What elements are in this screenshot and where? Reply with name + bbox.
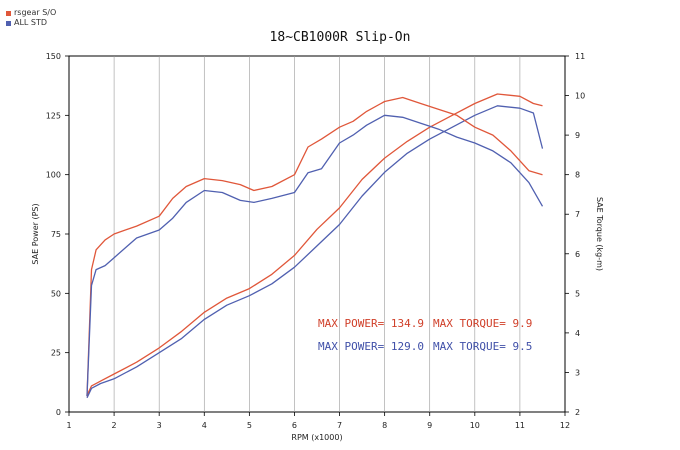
series-lines	[86, 93, 544, 399]
y-tick-label: 125	[46, 111, 61, 120]
legend-swatch-rsgear	[6, 10, 11, 16]
annotation-rsgear-power: MAX POWER= 134.9	[318, 317, 424, 330]
y2-tick-label: 11	[575, 52, 585, 61]
y-tick-label: 0	[56, 408, 61, 417]
series-line-std-torque	[86, 114, 544, 397]
y2-tick-label: 4	[575, 329, 580, 338]
chart-title: 18~CB1000R Slip-On	[269, 30, 411, 45]
x-tick-label: 10	[470, 421, 480, 430]
legend-label-std: ALL STD	[14, 18, 48, 27]
series-line-rsgear-power	[86, 93, 543, 396]
legend-label-rsgear: rsgear S/O	[14, 8, 57, 17]
y-tick-label: 150	[46, 52, 61, 61]
y-tick-label: 100	[46, 171, 61, 180]
x-tick-label: 7	[337, 421, 342, 430]
y-axis-label: SAE Power (PS)	[31, 203, 40, 264]
y2-axis-label: SAE Torque (kg-m)	[595, 197, 604, 271]
x-tick-label: 11	[515, 421, 525, 430]
y2-tick-label: 6	[575, 250, 580, 259]
y-tick-label: 25	[51, 349, 61, 358]
y2-tick-label: 7	[575, 210, 580, 219]
x-tick-label: 3	[157, 421, 162, 430]
annotation-std-power: MAX POWER= 129.0	[318, 340, 424, 353]
legend: rsgear S/O ALL STD	[6, 8, 56, 28]
x-tick-label: 8	[382, 421, 387, 430]
legend-swatch-std	[6, 20, 11, 26]
x-axis-label: RPM (x1000)	[291, 433, 342, 442]
y2-tick-label: 3	[575, 368, 580, 377]
tick-labels: 1 2 3 4 5 6 7 8 9 10 11 120255075100125150234567891…	[46, 52, 585, 430]
y2-tick-label: 2	[575, 408, 580, 417]
y2-tick-label: 9	[575, 131, 580, 140]
x-tick-label: 6	[292, 421, 297, 430]
y2-tick-label: 10	[575, 92, 585, 101]
y2-tick-label: 5	[575, 289, 580, 298]
legend-item-std: ALL STD	[6, 18, 56, 28]
annotation-std-torque: MAX TORQUE= 9.5	[433, 340, 533, 353]
annotation-rsgear-torque: MAX TORQUE= 9.9	[433, 317, 533, 330]
legend-item-rsgear: rsgear S/O	[6, 8, 56, 18]
y-tick-label: 75	[51, 230, 61, 239]
y2-tick-label: 8	[575, 171, 580, 180]
x-tick-label: 12	[560, 421, 570, 430]
x-tick-label: 9	[427, 421, 432, 430]
series-line-std-power	[86, 105, 544, 399]
series-line-rsgear-torque	[86, 96, 543, 397]
x-tick-label: 2	[112, 421, 117, 430]
x-tick-label: 5	[247, 421, 252, 430]
y-tick-label: 50	[51, 289, 61, 298]
x-tick-label: 1	[66, 421, 71, 430]
x-tick-label: 4	[202, 421, 207, 430]
